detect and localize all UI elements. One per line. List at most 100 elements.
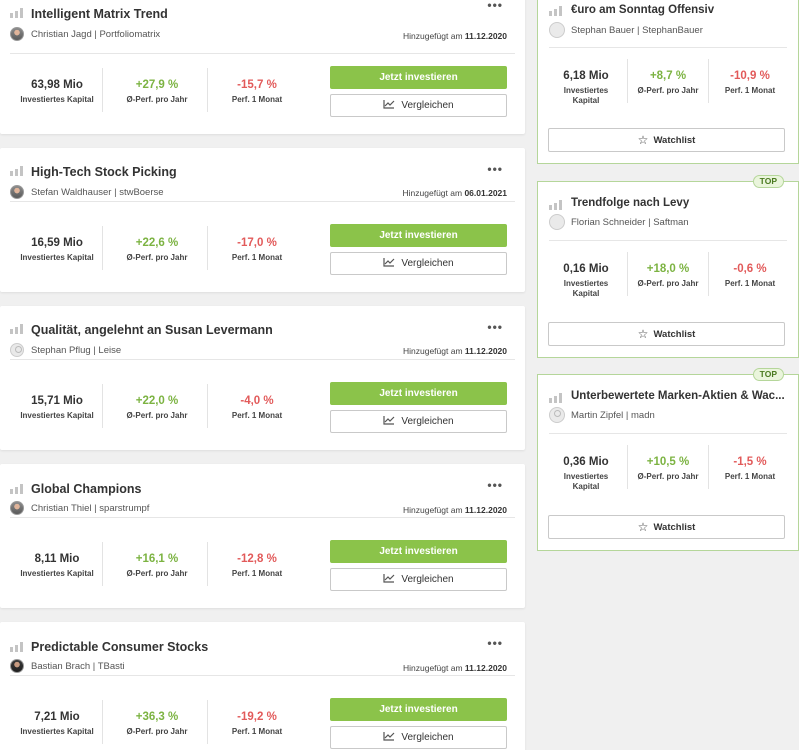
perf-per-year: +22,0 % Ø-Perf. pro Jahr bbox=[126, 395, 188, 420]
star-icon: ☆ bbox=[637, 327, 649, 341]
more-options-button[interactable]: ••• bbox=[487, 636, 503, 650]
chart-line-icon bbox=[383, 258, 395, 267]
invested-capital: 15,71 Mio Investiertes Kapital bbox=[20, 395, 94, 420]
invested-capital: 0,16 Mio Investiertes Kapital bbox=[563, 263, 609, 298]
invested-capital: 16,59 Mio Investiertes Kapital bbox=[20, 237, 94, 262]
divider bbox=[627, 59, 628, 103]
added-date: Hinzugefügt am 06.01.2021 bbox=[402, 188, 507, 198]
author-name[interactable]: Stefan Waldhauser | stwBoerse bbox=[31, 187, 164, 198]
bar-chart-icon bbox=[10, 642, 24, 652]
divider bbox=[207, 68, 208, 112]
added-date: Hinzugefügt am 11.12.2020 bbox=[403, 346, 507, 356]
card-title[interactable]: Predictable Consumer Stocks bbox=[31, 640, 209, 654]
more-options-button[interactable]: ••• bbox=[487, 478, 503, 492]
side-card-3: TOP Unterbewertete Marken-Aktien & Wac..… bbox=[537, 368, 799, 551]
author-name[interactable]: Christian Jagd | Portfoliomatrix bbox=[31, 29, 161, 40]
card-title[interactable]: Qualität, angelehnt an Susan Levermann bbox=[31, 323, 273, 337]
perf-per-year: +10,5 % Ø-Perf. pro Jahr bbox=[637, 456, 699, 481]
invested-capital: 0,36 Mio Investiertes Kapital bbox=[563, 456, 609, 491]
author-avatar bbox=[10, 185, 24, 199]
side-card-1: €uro am Sonntag Offensiv Stephan Bauer |… bbox=[537, 0, 799, 164]
invest-button[interactable]: Jetzt investieren bbox=[330, 540, 507, 563]
wikifolio-card-5: Predictable Consumer Stocks ••• Bastian … bbox=[0, 622, 525, 750]
perf-per-year: +16,1 % Ø-Perf. pro Jahr bbox=[126, 553, 188, 578]
perf-per-year: +22,6 % Ø-Perf. pro Jahr bbox=[126, 237, 188, 262]
more-options-button[interactable]: ••• bbox=[487, 320, 503, 334]
compare-button[interactable]: Vergleichen bbox=[330, 94, 507, 117]
bar-chart-icon bbox=[10, 166, 24, 176]
divider bbox=[708, 445, 709, 489]
added-date: Hinzugefügt am 11.12.2020 bbox=[403, 505, 507, 515]
chart-line-icon bbox=[383, 732, 395, 741]
invest-button[interactable]: Jetzt investieren bbox=[330, 382, 507, 405]
author-avatar bbox=[549, 22, 565, 38]
divider bbox=[102, 68, 103, 112]
compare-button[interactable]: Vergleichen bbox=[330, 252, 507, 275]
top-badge: TOP bbox=[752, 175, 784, 188]
perf-1-month: -4,0 % Perf. 1 Monat bbox=[231, 395, 283, 420]
added-date: Hinzugefügt am 11.12.2020 bbox=[403, 663, 507, 673]
author-avatar bbox=[10, 343, 24, 357]
author-name[interactable]: Stephan Pflug | Leise bbox=[31, 345, 122, 356]
divider bbox=[708, 252, 709, 296]
perf-per-year: +18,0 % Ø-Perf. pro Jahr bbox=[637, 263, 699, 288]
author-name[interactable]: Martin Zipfel | madn bbox=[571, 410, 655, 421]
watchlist-button[interactable]: ☆ Watchlist bbox=[548, 515, 785, 539]
more-options-button[interactable]: ••• bbox=[487, 0, 503, 12]
divider bbox=[708, 59, 709, 103]
invest-button[interactable]: Jetzt investieren bbox=[330, 224, 507, 247]
compare-button[interactable]: Vergleichen bbox=[330, 568, 507, 591]
author-name[interactable]: Florian Schneider | Saftman bbox=[571, 217, 689, 228]
divider bbox=[102, 384, 103, 428]
author-name[interactable]: Stephan Bauer | StephanBauer bbox=[571, 25, 703, 36]
author-name[interactable]: Bastian Brach | TBasti bbox=[31, 661, 125, 672]
card-title[interactable]: Trendfolge nach Levy bbox=[571, 197, 690, 209]
bar-chart-icon bbox=[549, 6, 563, 16]
perf-per-year: +36,3 % Ø-Perf. pro Jahr bbox=[126, 711, 188, 736]
more-options-button[interactable]: ••• bbox=[487, 162, 503, 176]
author-name[interactable]: Christian Thiel | sparstrumpf bbox=[31, 503, 150, 514]
divider bbox=[207, 384, 208, 428]
divider bbox=[102, 226, 103, 270]
author-avatar bbox=[10, 659, 24, 673]
card-title[interactable]: Global Champions bbox=[31, 482, 142, 496]
divider bbox=[207, 226, 208, 270]
divider bbox=[549, 433, 787, 434]
author-avatar bbox=[549, 407, 565, 423]
bar-chart-icon bbox=[10, 8, 24, 18]
bar-chart-icon bbox=[10, 324, 24, 334]
top-badge: TOP bbox=[752, 368, 784, 381]
divider bbox=[627, 252, 628, 296]
invested-capital: 7,21 Mio Investiertes Kapital bbox=[20, 711, 94, 736]
perf-per-year: +27,9 % Ø-Perf. pro Jahr bbox=[126, 79, 188, 104]
invest-button[interactable]: Jetzt investieren bbox=[330, 698, 507, 721]
perf-1-month: -19,2 % Perf. 1 Monat bbox=[231, 711, 283, 736]
perf-1-month: -0,6 % Perf. 1 Monat bbox=[724, 263, 776, 288]
chart-line-icon bbox=[383, 574, 395, 583]
card-title[interactable]: €uro am Sonntag Offensiv bbox=[571, 4, 715, 16]
wikifolio-card-1: Intelligent Matrix Trend ••• Christian J… bbox=[0, 0, 525, 134]
watchlist-button[interactable]: ☆ Watchlist bbox=[548, 128, 785, 152]
divider bbox=[207, 542, 208, 586]
author-avatar bbox=[10, 501, 24, 515]
star-icon: ☆ bbox=[637, 133, 649, 147]
bar-chart-icon bbox=[10, 484, 24, 494]
compare-button[interactable]: Vergleichen bbox=[330, 726, 507, 749]
card-title[interactable]: Unterbewertete Marken-Aktien & Wac... bbox=[571, 390, 785, 402]
bar-chart-icon bbox=[549, 393, 563, 403]
watchlist-button[interactable]: ☆ Watchlist bbox=[548, 322, 785, 346]
card-title[interactable]: Intelligent Matrix Trend bbox=[31, 7, 168, 21]
perf-per-year: +8,7 % Ø-Perf. pro Jahr bbox=[637, 70, 699, 95]
divider bbox=[207, 700, 208, 744]
invested-capital: 6,18 Mio Investiertes Kapital bbox=[563, 70, 609, 105]
added-date: Hinzugefügt am 11.12.2020 bbox=[403, 31, 507, 41]
bar-chart-icon bbox=[549, 200, 563, 210]
perf-1-month: -17,0 % Perf. 1 Monat bbox=[231, 237, 283, 262]
divider bbox=[102, 542, 103, 586]
invest-button[interactable]: Jetzt investieren bbox=[330, 66, 507, 89]
invested-capital: 8,11 Mio Investiertes Kapital bbox=[20, 553, 94, 578]
author-avatar bbox=[10, 27, 24, 41]
card-title[interactable]: High-Tech Stock Picking bbox=[31, 165, 177, 179]
divider bbox=[549, 240, 787, 241]
compare-button[interactable]: Vergleichen bbox=[330, 410, 507, 433]
